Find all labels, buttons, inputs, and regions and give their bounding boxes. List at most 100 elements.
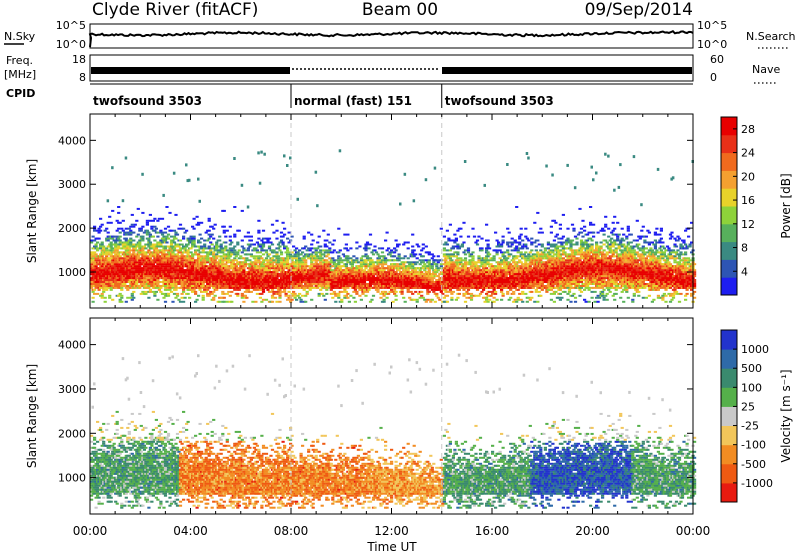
power-cell <box>281 257 285 260</box>
power-cell <box>258 277 262 280</box>
power-cell <box>166 294 171 297</box>
power-cell <box>270 257 275 260</box>
power-cell <box>270 223 275 226</box>
power-cell <box>317 235 321 238</box>
power-cell <box>212 251 216 254</box>
power-cell <box>457 247 461 250</box>
power-cell <box>236 292 240 295</box>
power-cell <box>168 275 172 278</box>
power-cell <box>382 255 386 258</box>
power-cell <box>451 290 455 293</box>
power-cell <box>355 271 359 274</box>
power-cell <box>178 286 183 289</box>
power-cell <box>154 281 158 283</box>
power-cell <box>332 273 336 276</box>
power-cell <box>203 243 207 246</box>
power-cell <box>200 247 204 250</box>
power-cell <box>371 253 376 256</box>
power-cell <box>430 288 434 291</box>
freq-label: Freq. <box>6 54 33 67</box>
power-cell <box>180 243 184 246</box>
power-cell <box>233 245 237 248</box>
power-cell <box>273 296 278 299</box>
power-cell <box>328 241 332 244</box>
power-cell <box>337 292 341 295</box>
power-cell <box>352 261 356 264</box>
power-cell <box>266 255 270 258</box>
power-cell <box>228 255 232 258</box>
power-cell <box>329 269 333 272</box>
power-cell <box>118 255 122 258</box>
power-cell <box>185 245 189 248</box>
power-cell <box>313 255 317 258</box>
power-cell <box>400 265 404 268</box>
power-cell <box>210 247 214 250</box>
power-cell <box>293 265 297 268</box>
power-cell <box>191 257 195 260</box>
power-cell <box>478 292 483 295</box>
power-cell <box>417 245 421 248</box>
power-cell <box>207 233 211 236</box>
power-cell <box>203 263 207 266</box>
power-cell <box>423 263 427 266</box>
power-cell <box>359 263 363 266</box>
power-cell <box>284 251 288 254</box>
power-cell <box>331 265 335 268</box>
power-cell <box>279 239 284 242</box>
power-cell <box>246 288 250 291</box>
power-cell <box>212 275 216 278</box>
power-cell <box>237 281 241 283</box>
power-cell <box>129 296 133 299</box>
power-cell <box>290 255 294 258</box>
power-cell <box>108 215 112 218</box>
power-cell <box>332 239 336 242</box>
power-cell <box>204 231 208 234</box>
power-cell <box>391 300 395 303</box>
power-cell <box>162 193 165 197</box>
power-cell <box>145 219 149 222</box>
power-cell <box>111 261 115 264</box>
power-cell <box>174 288 178 291</box>
power-cell <box>380 265 385 268</box>
power-cell <box>263 241 267 244</box>
power-cell <box>93 251 97 254</box>
power-cell <box>197 245 201 248</box>
power-cell <box>233 288 237 291</box>
power-cell <box>242 269 246 272</box>
power-cell <box>207 229 211 232</box>
power-cell <box>463 259 468 262</box>
power-cell <box>165 288 169 291</box>
power-cell <box>409 271 413 274</box>
power-cell <box>206 239 210 242</box>
power-cell <box>394 281 398 283</box>
power-cell <box>368 243 373 246</box>
power-cell <box>252 243 256 246</box>
power-cell <box>418 269 422 272</box>
power-cell <box>257 229 261 232</box>
power-cell <box>240 275 244 278</box>
power-cell <box>166 233 171 236</box>
power-cell <box>234 255 238 258</box>
power-cell <box>213 294 217 297</box>
cpid-segment-label: twofsound 3503 <box>445 94 554 108</box>
power-cell <box>204 286 208 289</box>
power-cell <box>382 298 386 301</box>
power-cell <box>90 239 94 242</box>
power-cell <box>322 261 326 264</box>
power-cell <box>236 241 240 244</box>
power-cell <box>129 229 133 232</box>
power-cell <box>334 285 338 287</box>
power-cell <box>93 227 97 230</box>
power-cell <box>171 300 175 303</box>
power-cell <box>421 255 425 258</box>
power-cell <box>210 233 214 236</box>
power-cell <box>251 286 255 289</box>
power-cell <box>160 233 165 236</box>
power-cell <box>344 294 348 297</box>
power-cell <box>460 243 464 246</box>
power-cell <box>212 237 216 240</box>
power-cell <box>480 249 484 252</box>
power-cell <box>349 257 353 260</box>
power-cell <box>156 235 160 238</box>
